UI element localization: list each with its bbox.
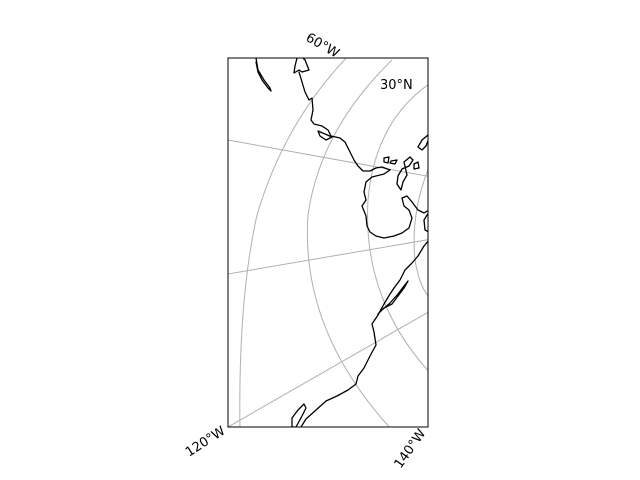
coastlines (255, 58, 428, 427)
meridian-1 (228, 139, 428, 177)
meridian-3 (228, 311, 428, 427)
coastline-east-lower (423, 212, 428, 233)
coastline-islands (383, 156, 420, 191)
meridian-2 (228, 239, 428, 275)
coastline-south (300, 240, 428, 427)
latitude-arc-3 (367, 84, 428, 372)
coastline-peninsula-top (255, 58, 272, 92)
longitude-label-bottom-left: 120°W (183, 424, 228, 461)
map-frame (227, 57, 429, 428)
latitude-arc-2 (306, 59, 393, 427)
coastline-gulf (361, 169, 428, 239)
coastline-bay (317, 130, 333, 141)
coastline-south-island (291, 403, 307, 427)
latitude-arc-1 (239, 58, 347, 427)
latitude-label: 30°N (380, 78, 413, 93)
coastline-main (293, 58, 391, 172)
coastline-east (417, 134, 428, 151)
longitude-label-bottom-right: 140°W (392, 427, 430, 472)
coastline-long-island (377, 280, 409, 315)
latitude-gridlines (239, 58, 428, 427)
map-area (228, 58, 428, 427)
longitude-gridlines (228, 139, 428, 427)
latitude-arc-4 (413, 168, 428, 297)
longitude-label-top: 60°W (303, 30, 342, 61)
